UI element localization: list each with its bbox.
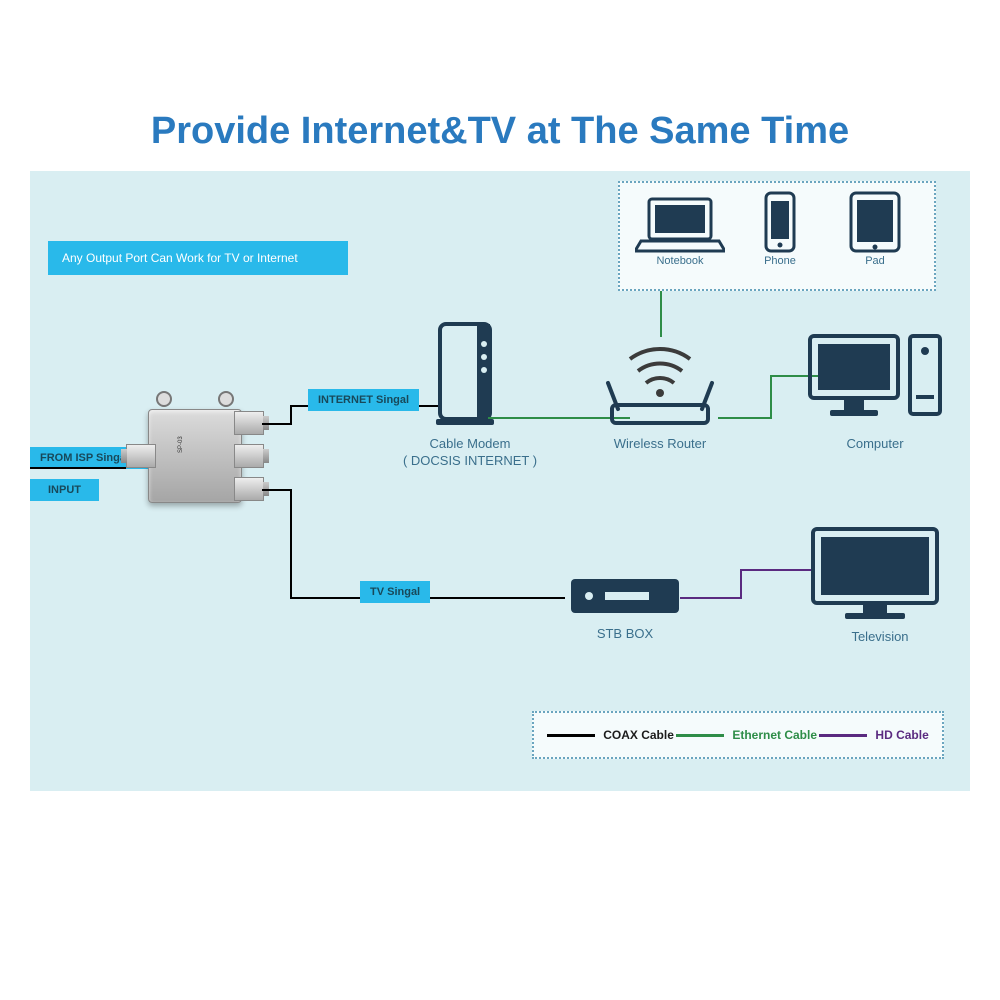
- tag-tv: TV Singal: [360, 581, 430, 603]
- modem-label: Cable Modem ( DOCSIS INTERNET ): [400, 436, 540, 470]
- pad-label: Pad: [830, 255, 920, 267]
- computer-icon: [800, 321, 950, 426]
- wireless-devices-box: Notebook Phone Pad: [618, 181, 936, 291]
- tv-icon: [800, 521, 950, 626]
- tag-input: INPUT: [30, 479, 99, 501]
- legend-hd: HD Cable: [819, 728, 928, 742]
- legend-box: COAX Cable Ethernet Cable HD Cable: [532, 711, 944, 759]
- notebook-icon: Notebook: [630, 193, 730, 267]
- phone-icon: Phone: [750, 191, 810, 267]
- router-icon: [590, 321, 730, 429]
- notebook-label: Notebook: [630, 255, 730, 267]
- splitter-device: SP-03: [120, 381, 270, 531]
- tv-label: Television: [840, 629, 920, 646]
- computer-label: Computer: [830, 436, 920, 453]
- stb-icon: [560, 571, 690, 623]
- legend-coax: COAX Cable: [547, 728, 674, 742]
- diagram-canvas: Any Output Port Can Work for TV or Inter…: [30, 171, 970, 791]
- modem-icon: [420, 319, 510, 429]
- router-label: Wireless Router: [605, 436, 715, 453]
- note-box: Any Output Port Can Work for TV or Inter…: [48, 241, 348, 275]
- tag-internet: INTERNET Singal: [308, 389, 419, 411]
- splitter-model: SP-03: [178, 436, 184, 453]
- page-title: Provide Internet&TV at The Same Time: [0, 110, 1000, 153]
- pad-icon: Pad: [830, 191, 920, 267]
- legend-ethernet: Ethernet Cable: [676, 728, 817, 742]
- phone-label: Phone: [750, 255, 810, 267]
- stb-label: STB BOX: [585, 626, 665, 643]
